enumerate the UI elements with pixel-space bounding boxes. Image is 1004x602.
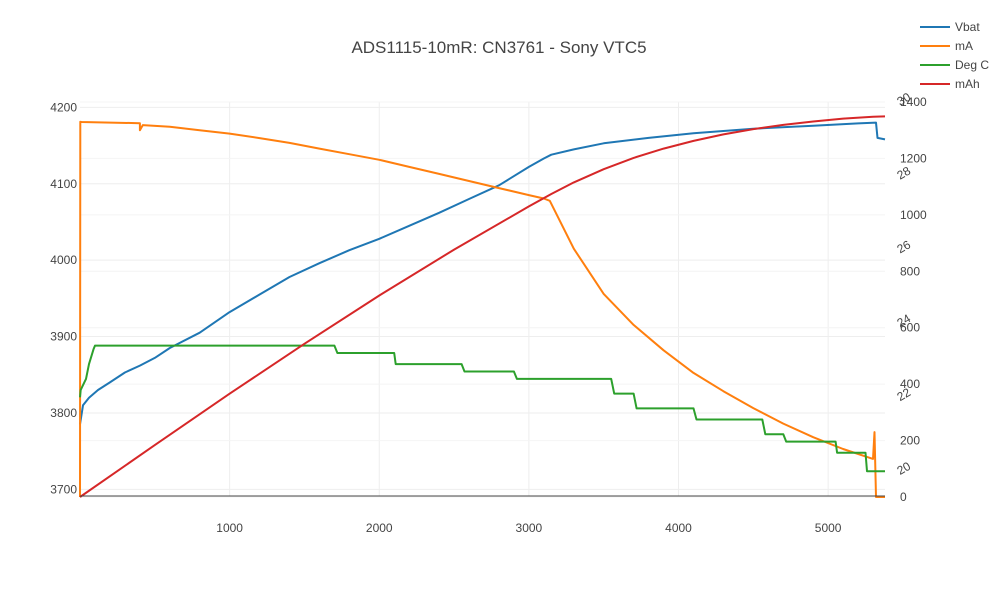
y-right-degc-tick-label: 20 xyxy=(895,459,914,478)
y-right-ma-tick-label: 1000 xyxy=(900,208,927,222)
series-line-ma xyxy=(79,120,885,498)
series-layer xyxy=(79,115,886,498)
x-tick-label: 4000 xyxy=(665,521,692,535)
x-tick-label: 1000 xyxy=(216,521,243,535)
x-tick-label: 5000 xyxy=(815,521,842,535)
y-right-degc-tick-label: 22 xyxy=(895,385,914,404)
x-tick-label: 2000 xyxy=(366,521,393,535)
y-right-ma-tick-label: 800 xyxy=(900,264,920,278)
y-right-ma-tick-label: 200 xyxy=(900,434,920,448)
legend-item-ma[interactable]: mA xyxy=(920,39,973,53)
y-right-ma-tick-label: 400 xyxy=(900,377,920,391)
legend-label: Vbat xyxy=(955,20,980,34)
legend-label: Deg C xyxy=(955,58,989,72)
y-left-tick-label: 3700 xyxy=(50,482,77,496)
y-right-ma-tick-label: 0 xyxy=(900,490,907,504)
legend-item-mah[interactable]: mAh xyxy=(920,77,980,91)
series-line-deg-c xyxy=(79,344,885,473)
grid xyxy=(80,101,885,498)
y-left-tick-label: 4100 xyxy=(50,177,77,191)
y-right-degc-tick-label: 24 xyxy=(895,311,914,330)
series-line-mah xyxy=(79,115,886,498)
legend-label: mA xyxy=(955,39,973,53)
y-right-ma-tick-label: 600 xyxy=(900,321,920,335)
legend[interactable]: Vbat mA Deg C mAh xyxy=(920,20,989,91)
legend-item-vbat[interactable]: Vbat xyxy=(920,20,980,34)
y-right-ma-tick-label: 1400 xyxy=(900,95,927,109)
y-left-tick-label: 3900 xyxy=(50,330,77,344)
y-right-degc-tick-label: 30 xyxy=(895,90,914,109)
series-line-vbat xyxy=(79,121,886,425)
y-right-degc-tick-label: 26 xyxy=(895,237,914,256)
chart-title: ADS1115-10mR: CN3761 - Sony VTC5 xyxy=(351,38,646,57)
legend-item-deg-c[interactable]: Deg C xyxy=(920,58,989,72)
y-right-degc-tick-label: 28 xyxy=(895,163,914,182)
y-left-tick-label: 4000 xyxy=(50,253,77,267)
y-right-ma-tick-label: 1200 xyxy=(900,151,927,165)
y-left-tick-label: 4200 xyxy=(50,100,77,114)
x-tick-label: 3000 xyxy=(516,521,543,535)
y-left-tick-label: 3800 xyxy=(50,406,77,420)
axes: 1000 2000 3000 4000 500037003800390040004100… xyxy=(50,90,927,535)
legend-label: mAh xyxy=(955,77,980,91)
